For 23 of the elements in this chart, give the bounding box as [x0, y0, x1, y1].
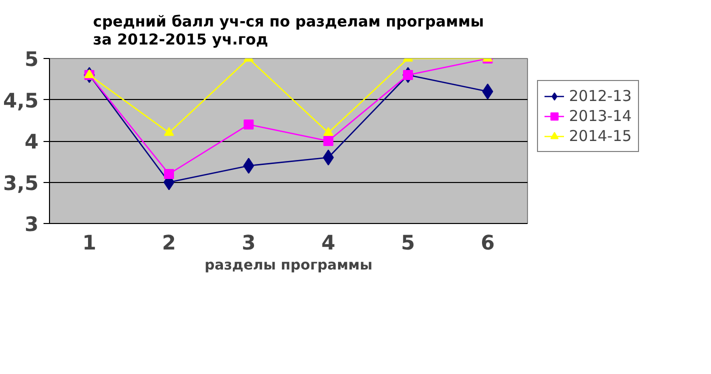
point	[244, 120, 254, 130]
y-tick-label: 3,5	[3, 170, 39, 195]
point	[323, 136, 334, 146]
x-tick-label: 2	[162, 230, 176, 254]
x-tick-label: 1	[82, 230, 96, 254]
point	[482, 84, 494, 100]
point	[323, 127, 334, 136]
legend-label: 2013-14	[569, 107, 632, 125]
y-tick-label: 4	[24, 130, 39, 154]
x-tick-label: 6	[480, 230, 495, 254]
y-tick-label: 5	[24, 47, 39, 71]
chart-title: средний балл уч-ся по разделам программы за 2012-2015 уч.год	[93, 12, 484, 48]
point	[164, 127, 174, 136]
point	[322, 150, 334, 166]
x-tick-label: 3	[242, 230, 256, 254]
y-tick-label: 4,5	[3, 88, 39, 112]
x-tick-label: 5	[401, 230, 415, 254]
legend-label: 2014-15	[569, 127, 632, 145]
point	[164, 169, 174, 179]
y-tick-label: 3	[24, 212, 39, 236]
x-tick-label: 4	[321, 230, 336, 254]
legend-label: 2012-13	[569, 87, 632, 105]
x-axis-title: разделы программы	[204, 258, 372, 274]
